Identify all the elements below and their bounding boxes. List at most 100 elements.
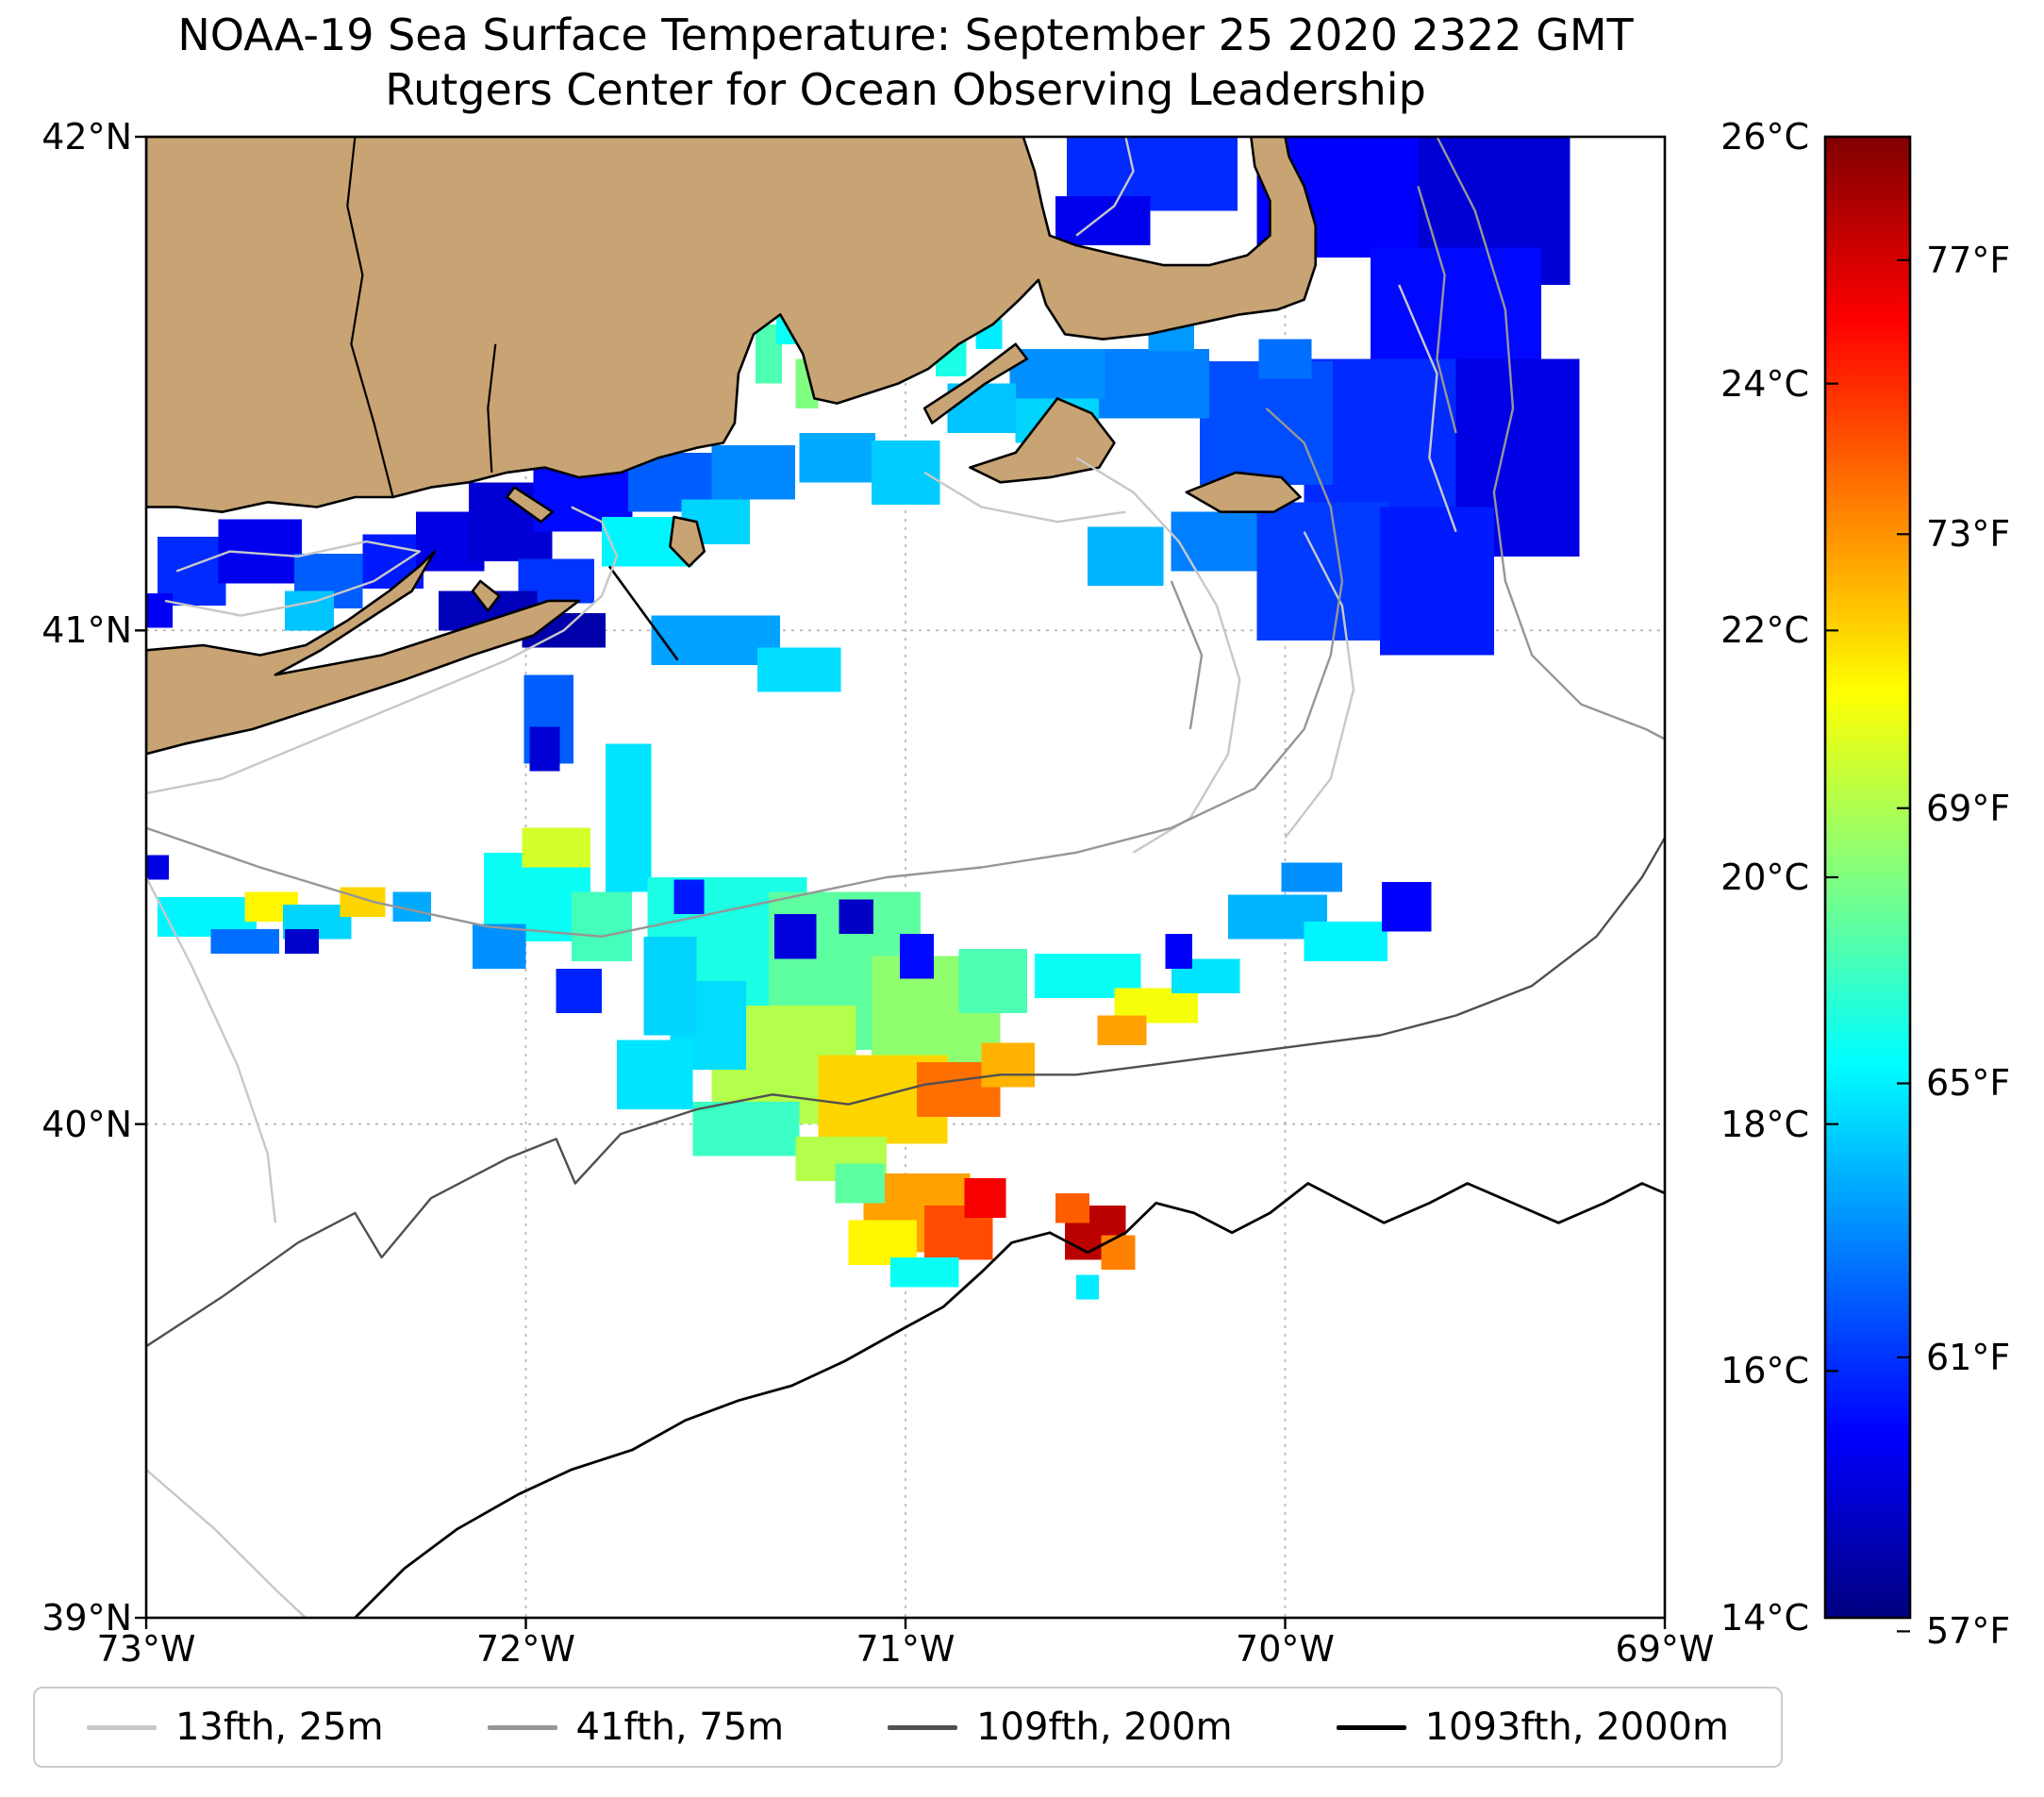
x-tick-label: 70°W <box>1236 1628 1335 1670</box>
sst-patch <box>835 1163 885 1204</box>
contour-13fth-25m <box>1075 137 1135 237</box>
legend-label: 13fth, 25m <box>174 1705 384 1749</box>
sst-patch <box>1097 1015 1147 1045</box>
land-marthas-vineyard <box>969 397 1116 484</box>
colorbar-fahrenheit-label: 73°F <box>1926 513 2011 556</box>
contour-41fth-75m <box>146 407 1344 938</box>
colorbar-fahrenheit-label: 57°F <box>1926 1610 2011 1653</box>
legend-item: 109fth, 200m <box>888 1705 1233 1749</box>
contour-13fth-25m <box>146 1469 307 1618</box>
sst-patch <box>889 1257 959 1288</box>
sst-patch <box>284 929 320 955</box>
legend-label: 41fth, 75m <box>575 1705 785 1749</box>
x-tick-label: 72°W <box>476 1628 575 1670</box>
contour-109fth-200m <box>146 837 1665 1348</box>
land-nantucket <box>1185 471 1302 514</box>
sst-patch <box>1165 934 1192 969</box>
sst-patch <box>1101 1235 1136 1270</box>
land-fishers-island <box>506 486 555 524</box>
sst-patch <box>146 855 170 880</box>
colorbar-celsius-label: 16°C <box>1720 1350 1809 1392</box>
sst-patch <box>556 968 602 1013</box>
sst-patch <box>958 948 1027 1013</box>
land-elizabeth-islands <box>922 342 1029 424</box>
sst-patch <box>1076 1274 1100 1300</box>
sst-patch <box>774 914 817 959</box>
sst-patch <box>606 743 652 892</box>
contour-13fth-25m <box>1398 284 1457 533</box>
colorbar-fahrenheit-label: 61°F <box>1926 1336 2011 1378</box>
colorbar-fahrenheit-label: 77°F <box>1926 239 2011 281</box>
sst-patch <box>1380 507 1494 656</box>
colorbar-gradient <box>1825 137 1910 1618</box>
maritime-boundary-line <box>607 565 679 661</box>
legend-item: 41fth, 75m <box>487 1705 785 1749</box>
sst-patch <box>1095 349 1210 419</box>
sst-patch <box>839 899 873 935</box>
x-tick-label: 69°W <box>1615 1628 1715 1670</box>
contour-13fth-25m <box>146 876 277 1223</box>
sst-patch <box>757 647 841 692</box>
contour-1093fth-2000m <box>354 1182 1665 1618</box>
sst-patch <box>673 879 705 915</box>
sst-patch <box>1055 1192 1090 1223</box>
sst-patch <box>711 445 796 500</box>
land-long-island <box>146 550 581 756</box>
legend-item: 1093fth, 2000m <box>1336 1705 1729 1749</box>
title-line1: NOAA-19 Sea Surface Temperature: Septemb… <box>177 9 1634 60</box>
sst-patch <box>692 1102 800 1156</box>
x-tick-label: 73°W <box>96 1628 196 1670</box>
sst-patch <box>529 726 560 772</box>
title-line2: Rutgers Center for Ocean Observing Leade… <box>385 64 1426 115</box>
y-tick-label: 39°N <box>42 1597 132 1639</box>
sst-patch <box>522 827 590 868</box>
sst-patch <box>1199 361 1333 485</box>
y-tick-label: 40°N <box>42 1103 132 1145</box>
land-block-island <box>669 515 706 568</box>
river-line <box>346 137 394 498</box>
contour-13fth-25m <box>164 540 421 617</box>
sst-patch <box>1055 195 1151 246</box>
sst-patch <box>1304 922 1388 961</box>
sst-patch <box>617 1040 693 1109</box>
sst-patch <box>1382 882 1432 932</box>
sst-patch <box>210 929 279 955</box>
colorbar-celsius-label: 26°C <box>1720 116 1809 158</box>
legend-line-sample <box>888 1724 958 1730</box>
sst-patch <box>964 1178 1006 1219</box>
colorbar-fahrenheit-label: 65°F <box>1926 1062 2011 1105</box>
sst-patch <box>848 1220 918 1265</box>
colorbar-celsius-label: 24°C <box>1720 362 1809 405</box>
contour-13fth-25m <box>146 506 619 795</box>
contour-13fth-25m <box>1284 531 1355 839</box>
contour-13fth-25m <box>1075 457 1241 854</box>
legend-line-sample <box>1336 1724 1406 1730</box>
sst-patch <box>1258 339 1312 379</box>
river-line <box>487 343 497 473</box>
map-canvas <box>146 137 1665 1618</box>
sst-patch <box>1281 862 1342 892</box>
colorbar-fahrenheit-label: 69°F <box>1926 787 2011 829</box>
colorbar-celsius-label: 22°C <box>1720 609 1809 652</box>
sst-patch <box>871 440 940 505</box>
colorbar-celsius-label: 20°C <box>1720 857 1809 898</box>
contour-13fth-25m <box>923 471 1126 524</box>
y-tick-label: 42°N <box>42 116 132 158</box>
depth-contour-legend: 13fth, 25m 41fth, 75m 109fth, 200m 1093fth,… <box>33 1687 1783 1768</box>
colorbar-celsius-label: 14°C <box>1720 1597 1809 1639</box>
sst-patch <box>571 891 633 961</box>
legend-label: 109fth, 200m <box>976 1705 1233 1749</box>
x-tick-label: 71°W <box>856 1628 956 1670</box>
y-tick-label: 41°N <box>42 609 132 652</box>
land-gardiners-island <box>471 579 501 612</box>
sst-patch <box>1088 526 1164 587</box>
land-mainland <box>146 137 1317 514</box>
legend-label: 1093fth, 2000m <box>1424 1705 1729 1749</box>
contour-41fth-75m <box>1417 185 1457 434</box>
sst-patch <box>146 593 174 628</box>
sst-patch <box>900 934 935 979</box>
sst-patch <box>643 936 697 1036</box>
contour-41fth-75m <box>1170 580 1204 730</box>
